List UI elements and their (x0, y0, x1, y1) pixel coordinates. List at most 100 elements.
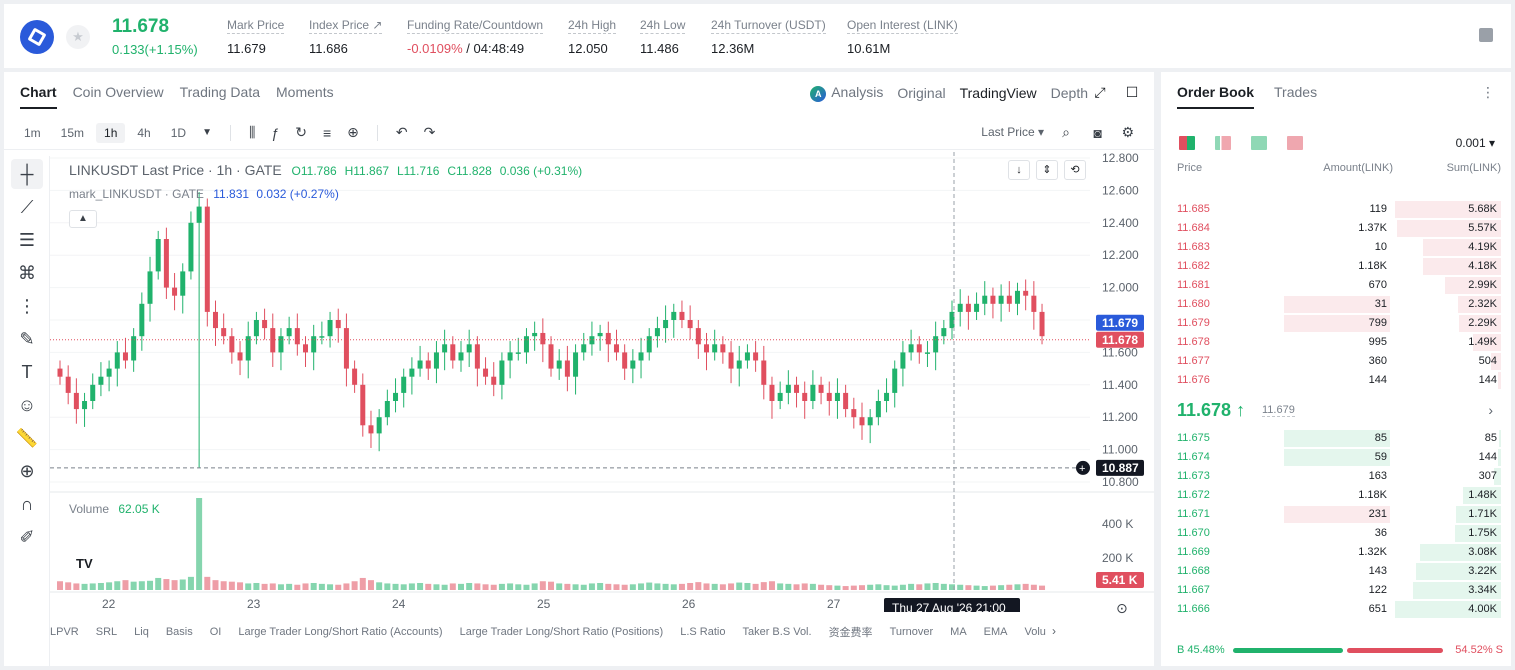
tab-coin-overview[interactable]: Coin Overview (72, 84, 164, 100)
indicator-item[interactable]: OI (209, 626, 222, 638)
candle-body (859, 417, 865, 426)
candle-body (65, 376, 71, 393)
chevron-right-icon[interactable]: › (1052, 624, 1056, 638)
chevron-down-icon[interactable]: ▼ (202, 127, 212, 138)
indicator-item[interactable]: Taker B.S Vol. (742, 626, 812, 638)
bid-row[interactable]: 11.669 1.32K 3.08K (1161, 543, 1511, 562)
horizontal-lines-icon[interactable]: ☰ (18, 229, 36, 250)
bid-row[interactable]: 11.671 231 1.71K (1161, 505, 1511, 524)
interval-15m[interactable]: 15m (60, 125, 85, 140)
tab-tradingview[interactable]: TradingView (959, 85, 1037, 101)
precision-value: 0.001 (1455, 136, 1486, 150)
indicator-item[interactable]: Basis (165, 626, 193, 638)
indicators-icon[interactable]: ƒ (271, 124, 280, 141)
indicator-item[interactable]: Turnover (889, 626, 934, 638)
fib-icon[interactable]: ⋮ (18, 295, 36, 316)
collapse-legend-button[interactable]: ▲ (69, 210, 97, 228)
chevron-right-icon[interactable]: › (1488, 402, 1493, 418)
bid-row[interactable]: 11.670 36 1.75K (1161, 524, 1511, 543)
brush-icon[interactable]: ✎ (19, 328, 35, 349)
redo-icon[interactable]: ↷ (423, 124, 436, 140)
indicator-item[interactable]: Liq (134, 626, 149, 638)
ask-row[interactable]: 11.684 1.37K 5.57K (1161, 219, 1511, 238)
ask-row[interactable]: 11.682 1.18K 4.18K (1161, 257, 1511, 276)
magnet-icon[interactable]: ∩ (20, 493, 34, 514)
ask-row[interactable]: 11.685 119 5.68K (1161, 200, 1511, 219)
indicator-item[interactable]: 资金费率 (828, 627, 873, 639)
bid-row[interactable]: 11.668 143 3.22K (1161, 562, 1511, 581)
ask-row[interactable]: 11.680 31 2.32K (1161, 295, 1511, 314)
undo-icon[interactable]: ↶ (395, 124, 408, 140)
indicator-item[interactable]: EMA (983, 626, 1008, 638)
favorite-star-icon[interactable]: ★ (66, 25, 90, 49)
camera-icon[interactable]: ◙ (1093, 124, 1102, 141)
indicator-item[interactable]: MA (950, 626, 967, 638)
gear-icon[interactable]: ⚙ (1121, 124, 1134, 140)
volume-bar (302, 583, 309, 590)
interval-1d[interactable]: 1D (170, 125, 187, 140)
volume-bar (1039, 585, 1046, 590)
tab-moments[interactable]: Moments (276, 84, 334, 100)
tab-trades[interactable]: Trades (1274, 84, 1318, 100)
collapse-icon[interactable]: ⇕ (1036, 160, 1058, 180)
bid-row[interactable]: 11.666 651 4.00K (1161, 600, 1511, 619)
candle-style-icon[interactable]: ⫼ (248, 124, 256, 140)
pattern-icon[interactable]: ⌘ (18, 262, 36, 283)
expand-icon[interactable]: ⤢ (1094, 84, 1106, 100)
add-alert-icon[interactable]: ⊕ (347, 124, 359, 140)
emoji-icon[interactable]: ☺ (17, 394, 37, 415)
depth-bar (1473, 334, 1501, 351)
more-icon[interactable]: ⋮ (1481, 84, 1495, 100)
tab-depth[interactable]: Depth (1050, 85, 1088, 101)
ask-row[interactable]: 11.678 995 1.49K (1161, 333, 1511, 352)
zoom-in-icon[interactable]: ⊕ (19, 460, 35, 481)
view-asks-icon[interactable] (1287, 136, 1303, 150)
template-icon[interactable]: ≡ (322, 124, 332, 141)
view-bids-icon[interactable] (1251, 136, 1267, 150)
notebook-icon[interactable] (1479, 28, 1493, 42)
search-icon[interactable]: ⌕ (1062, 124, 1070, 140)
last-price-label-bg (1096, 331, 1144, 348)
precision-select[interactable]: 0.001 ▾ (1455, 136, 1495, 150)
indicator-item[interactable]: Large Trader Long/Short Ratio (Positions… (459, 626, 664, 638)
tab-order-book[interactable]: Order Book (1177, 84, 1255, 109)
bid-row[interactable]: 11.675 85 85 (1161, 429, 1511, 448)
refresh-icon[interactable]: ↻ (295, 124, 307, 140)
volume-bar (204, 576, 211, 590)
bid-row[interactable]: 11.673 163 307 (1161, 467, 1511, 486)
indicator-item[interactable]: Volu (1024, 626, 1046, 638)
indicator-item[interactable]: Large Trader Long/Short Ratio (Accounts) (238, 626, 443, 638)
settings-icon[interactable]: ⊙ (1116, 600, 1128, 616)
tab-chart[interactable]: Chart (20, 84, 57, 109)
bid-row[interactable]: 11.674 59 144 (1161, 448, 1511, 467)
interval-1m[interactable]: 1m (24, 125, 41, 140)
bid-row[interactable]: 11.672 1.18K 1.48K (1161, 486, 1511, 505)
view-both-icon[interactable] (1179, 136, 1195, 150)
candlestick-chart[interactable]: 12.80012.60012.40012.20012.00011.80011.6… (50, 152, 1154, 612)
loop-icon[interactable]: ⟲ (1064, 160, 1086, 180)
window-icon[interactable]: ☐ (1125, 84, 1139, 100)
tab-original[interactable]: Original (897, 85, 946, 101)
ask-row[interactable]: 11.683 10 4.19K (1161, 238, 1511, 257)
price-type-select[interactable]: Last Price ▾ (981, 125, 1044, 139)
tab-analysis[interactable]: A Analysis (810, 84, 883, 102)
pencil-icon[interactable]: ✐ (19, 526, 35, 547)
crosshair-icon[interactable]: ┼ (11, 159, 43, 189)
stat-index-price[interactable]: Index Price ↗ 11.686 (309, 18, 383, 56)
ruler-icon[interactable]: 📏 (15, 427, 39, 448)
ask-row[interactable]: 11.681 670 2.99K (1161, 276, 1511, 295)
text-icon[interactable]: T (21, 361, 33, 382)
interval-1h[interactable]: 1h (96, 122, 126, 143)
indicator-item[interactable]: LPVR (50, 626, 79, 638)
tab-trading-data[interactable]: Trading Data (179, 84, 261, 100)
ask-row[interactable]: 11.679 799 2.29K (1161, 314, 1511, 333)
indicator-item[interactable]: SRL (95, 626, 118, 638)
interval-4h[interactable]: 4h (137, 125, 151, 140)
bid-row[interactable]: 11.667 122 3.34K (1161, 581, 1511, 600)
trendline-icon[interactable]: ⟋ (20, 196, 34, 217)
ask-row[interactable]: 11.676 144 144 (1161, 371, 1511, 390)
indicator-item[interactable]: L.S Ratio (680, 626, 726, 638)
arrow-down-icon[interactable]: ↓ (1008, 160, 1030, 180)
ask-row[interactable]: 11.677 360 504 (1161, 352, 1511, 371)
view-mixed-icon[interactable] (1215, 136, 1231, 150)
